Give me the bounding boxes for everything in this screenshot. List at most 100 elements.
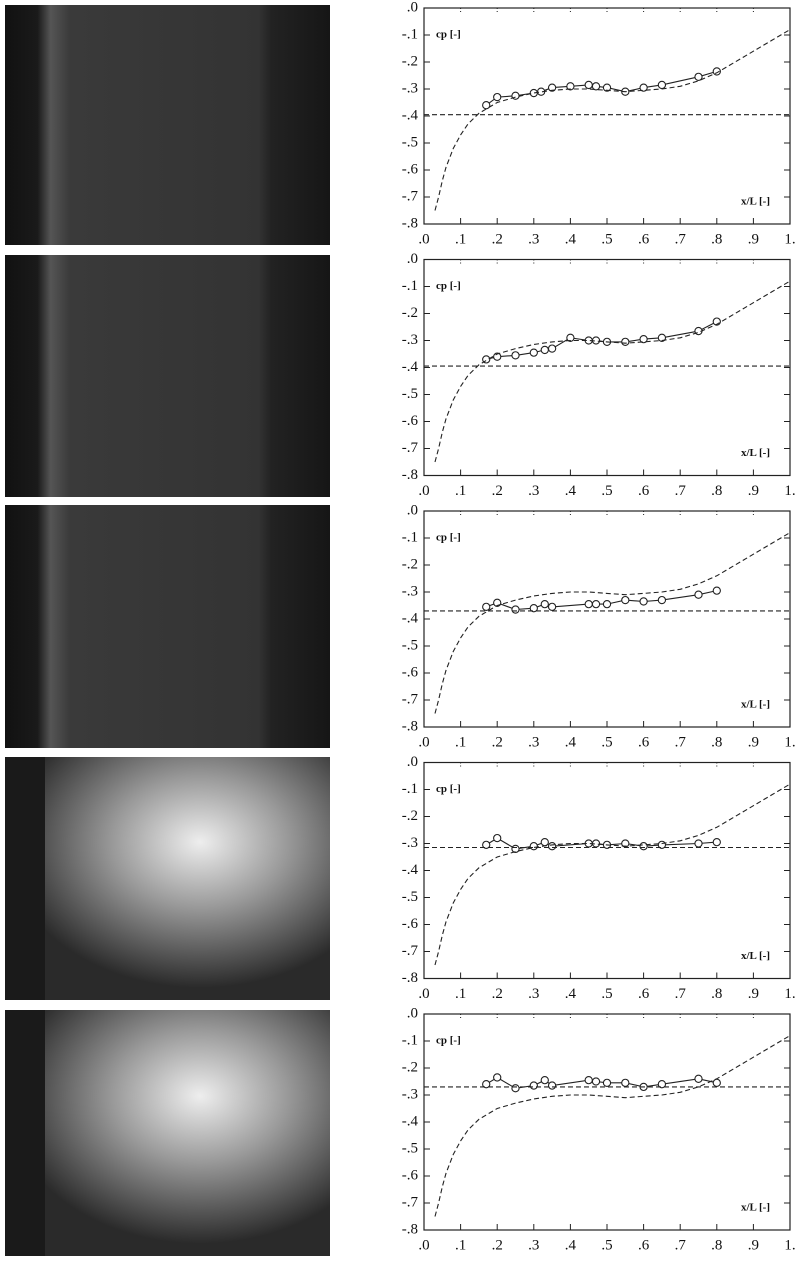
y-tick-label: -.8 — [402, 718, 418, 734]
y-tick-label: -.3 — [402, 332, 418, 348]
data-point — [639, 842, 648, 851]
y-tick-label: -.3 — [402, 1086, 418, 1102]
data-point — [529, 348, 538, 357]
x-axis-label: x/L [-] — [741, 950, 770, 962]
plot-frame — [423, 1013, 791, 1231]
y-tick-label: -.5 — [402, 889, 418, 905]
y-tick-label: -.6 — [402, 916, 419, 932]
data-point — [529, 604, 538, 613]
dashed-line — [434, 1035, 791, 1217]
data-point — [621, 337, 630, 346]
y-axis-label: cp [-] — [436, 1035, 461, 1047]
x-tick-label: .4 — [565, 1237, 577, 1253]
x-tick-label: .0 — [418, 986, 429, 1002]
y-axis-label: cp [-] — [436, 532, 461, 544]
data-point — [694, 839, 703, 848]
plot-frame — [423, 510, 791, 728]
y-tick-label: -.7 — [402, 440, 419, 456]
photo-edge — [5, 1010, 45, 1256]
data-point — [584, 600, 593, 609]
y-tick-label: -.7 — [402, 188, 419, 204]
data-point — [511, 605, 520, 614]
y-tick-label: -.1 — [402, 529, 418, 545]
x-tick-label: .5 — [601, 734, 612, 750]
x-tick-label: .0 — [418, 483, 429, 499]
x-tick-label: .0 — [418, 734, 429, 750]
data-point — [602, 1078, 612, 1087]
y-tick-label: .0 — [407, 251, 418, 267]
data-point — [529, 842, 538, 851]
data-point — [621, 595, 630, 605]
x-tick-label: .6 — [638, 1237, 650, 1253]
data-point — [712, 586, 721, 595]
data-point — [602, 83, 612, 92]
y-tick-label: -.1 — [402, 26, 418, 42]
x-tick-label: .7 — [675, 734, 687, 750]
y-tick-label: -.2 — [402, 53, 418, 69]
y-axis-label: cp [-] — [436, 783, 461, 795]
data-point — [511, 1084, 520, 1093]
y-axis-label: cp [-] — [436, 280, 461, 292]
plot-frame — [423, 258, 791, 477]
data-point — [602, 600, 612, 609]
x-tick-label: .1 — [455, 986, 466, 1002]
data-point — [547, 842, 557, 851]
x-tick-label: .2 — [492, 734, 503, 750]
x-tick-label: .5 — [601, 231, 612, 247]
y-tick-label: .0 — [407, 1005, 418, 1021]
data-point — [511, 844, 520, 854]
y-tick-label: -.2 — [402, 808, 418, 824]
x-tick-label: .6 — [638, 986, 650, 1002]
y-tick-label: -.8 — [402, 215, 418, 231]
data-point — [657, 1080, 667, 1089]
y-tick-label: -.4 — [402, 862, 419, 878]
x-tick-label: .7 — [675, 986, 687, 1002]
data-point — [712, 838, 721, 847]
data-point — [540, 600, 549, 609]
data-point — [694, 1074, 703, 1083]
data-point — [547, 1081, 557, 1090]
y-tick-label: -.5 — [402, 134, 418, 150]
data-point — [547, 83, 557, 92]
data-point — [657, 333, 667, 342]
plot-frame — [423, 761, 791, 980]
x-tick-label: .2 — [492, 1237, 503, 1253]
data-point — [493, 352, 502, 361]
measured-line — [486, 321, 718, 360]
photo — [5, 5, 330, 245]
x-tick-label: .4 — [565, 986, 577, 1002]
y-tick-label: -.8 — [402, 970, 418, 986]
x-tick-label: .6 — [638, 483, 650, 499]
data-point — [566, 333, 575, 342]
data-point — [639, 334, 648, 344]
y-tick-label: -.5 — [402, 1140, 418, 1156]
x-tick-label: .9 — [748, 483, 759, 499]
x-tick-label: .3 — [528, 231, 539, 247]
y-tick-label: -.1 — [402, 1032, 418, 1048]
x-axis-label: x/L [-] — [741, 196, 770, 208]
photo — [5, 1010, 330, 1256]
data-point — [540, 1076, 549, 1085]
x-axis-label: x/L [-] — [741, 447, 770, 459]
data-point — [694, 72, 703, 81]
dashed-line — [434, 280, 791, 463]
dashed-line — [434, 29, 791, 211]
data-point — [639, 597, 648, 606]
y-tick-label: -.4 — [402, 1113, 419, 1129]
x-tick-label: .3 — [528, 986, 539, 1002]
x-tick-label: .7 — [675, 483, 687, 499]
data-point — [712, 1078, 721, 1087]
x-axis-label: x/L [-] — [741, 699, 770, 711]
data-point — [584, 80, 593, 90]
y-tick-label: -.1 — [402, 781, 418, 797]
data-point — [639, 83, 648, 92]
photo — [5, 255, 330, 497]
data-point — [694, 590, 703, 599]
x-tick-label: .8 — [711, 986, 722, 1002]
y-tick-label: -.6 — [402, 161, 419, 177]
x-tick-label: .8 — [711, 1237, 722, 1253]
x-tick-label: .2 — [492, 986, 503, 1002]
y-tick-label: -.3 — [402, 80, 418, 96]
y-tick-label: -.6 — [402, 664, 419, 680]
